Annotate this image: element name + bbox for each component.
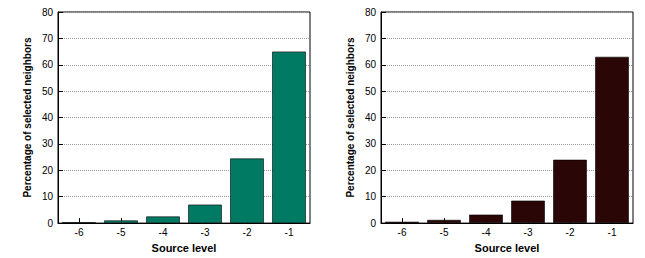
svg-text:Percentage of selected neighbo: Percentage of selected neighbors xyxy=(22,37,33,197)
svg-text:-2: -2 xyxy=(243,227,252,238)
svg-text:20: 20 xyxy=(365,165,377,176)
svg-text:-3: -3 xyxy=(524,227,533,238)
svg-text:-2: -2 xyxy=(566,227,575,238)
svg-text:Source level: Source level xyxy=(152,242,217,254)
svg-text:60: 60 xyxy=(42,59,54,70)
svg-text:-3: -3 xyxy=(201,227,210,238)
svg-text:-6: -6 xyxy=(75,227,84,238)
svg-text:80: 80 xyxy=(42,7,54,18)
svg-text:50: 50 xyxy=(365,86,377,97)
svg-text:-1: -1 xyxy=(285,227,294,238)
svg-text:40: 40 xyxy=(365,112,377,123)
svg-text:50: 50 xyxy=(42,86,54,97)
svg-text:60: 60 xyxy=(365,59,377,70)
svg-text:-5: -5 xyxy=(117,227,126,238)
svg-text:-4: -4 xyxy=(159,227,168,238)
svg-text:80: 80 xyxy=(365,7,377,18)
svg-text:0: 0 xyxy=(370,218,376,229)
svg-text:Percentage of selected neighbo: Percentage of selected neighbors xyxy=(345,37,356,197)
svg-text:20: 20 xyxy=(42,165,54,176)
svg-text:Source level: Source level xyxy=(475,242,540,254)
svg-text:40: 40 xyxy=(42,112,54,123)
svg-text:-5: -5 xyxy=(440,227,449,238)
svg-text:70: 70 xyxy=(42,33,54,44)
svg-text:10: 10 xyxy=(42,191,54,202)
svg-text:70: 70 xyxy=(365,33,377,44)
svg-text:10: 10 xyxy=(365,191,377,202)
svg-text:30: 30 xyxy=(365,138,377,149)
svg-text:-4: -4 xyxy=(482,227,491,238)
svg-text:0: 0 xyxy=(47,218,53,229)
svg-text:-6: -6 xyxy=(398,227,407,238)
svg-text:-1: -1 xyxy=(608,227,617,238)
svg-text:30: 30 xyxy=(42,138,54,149)
